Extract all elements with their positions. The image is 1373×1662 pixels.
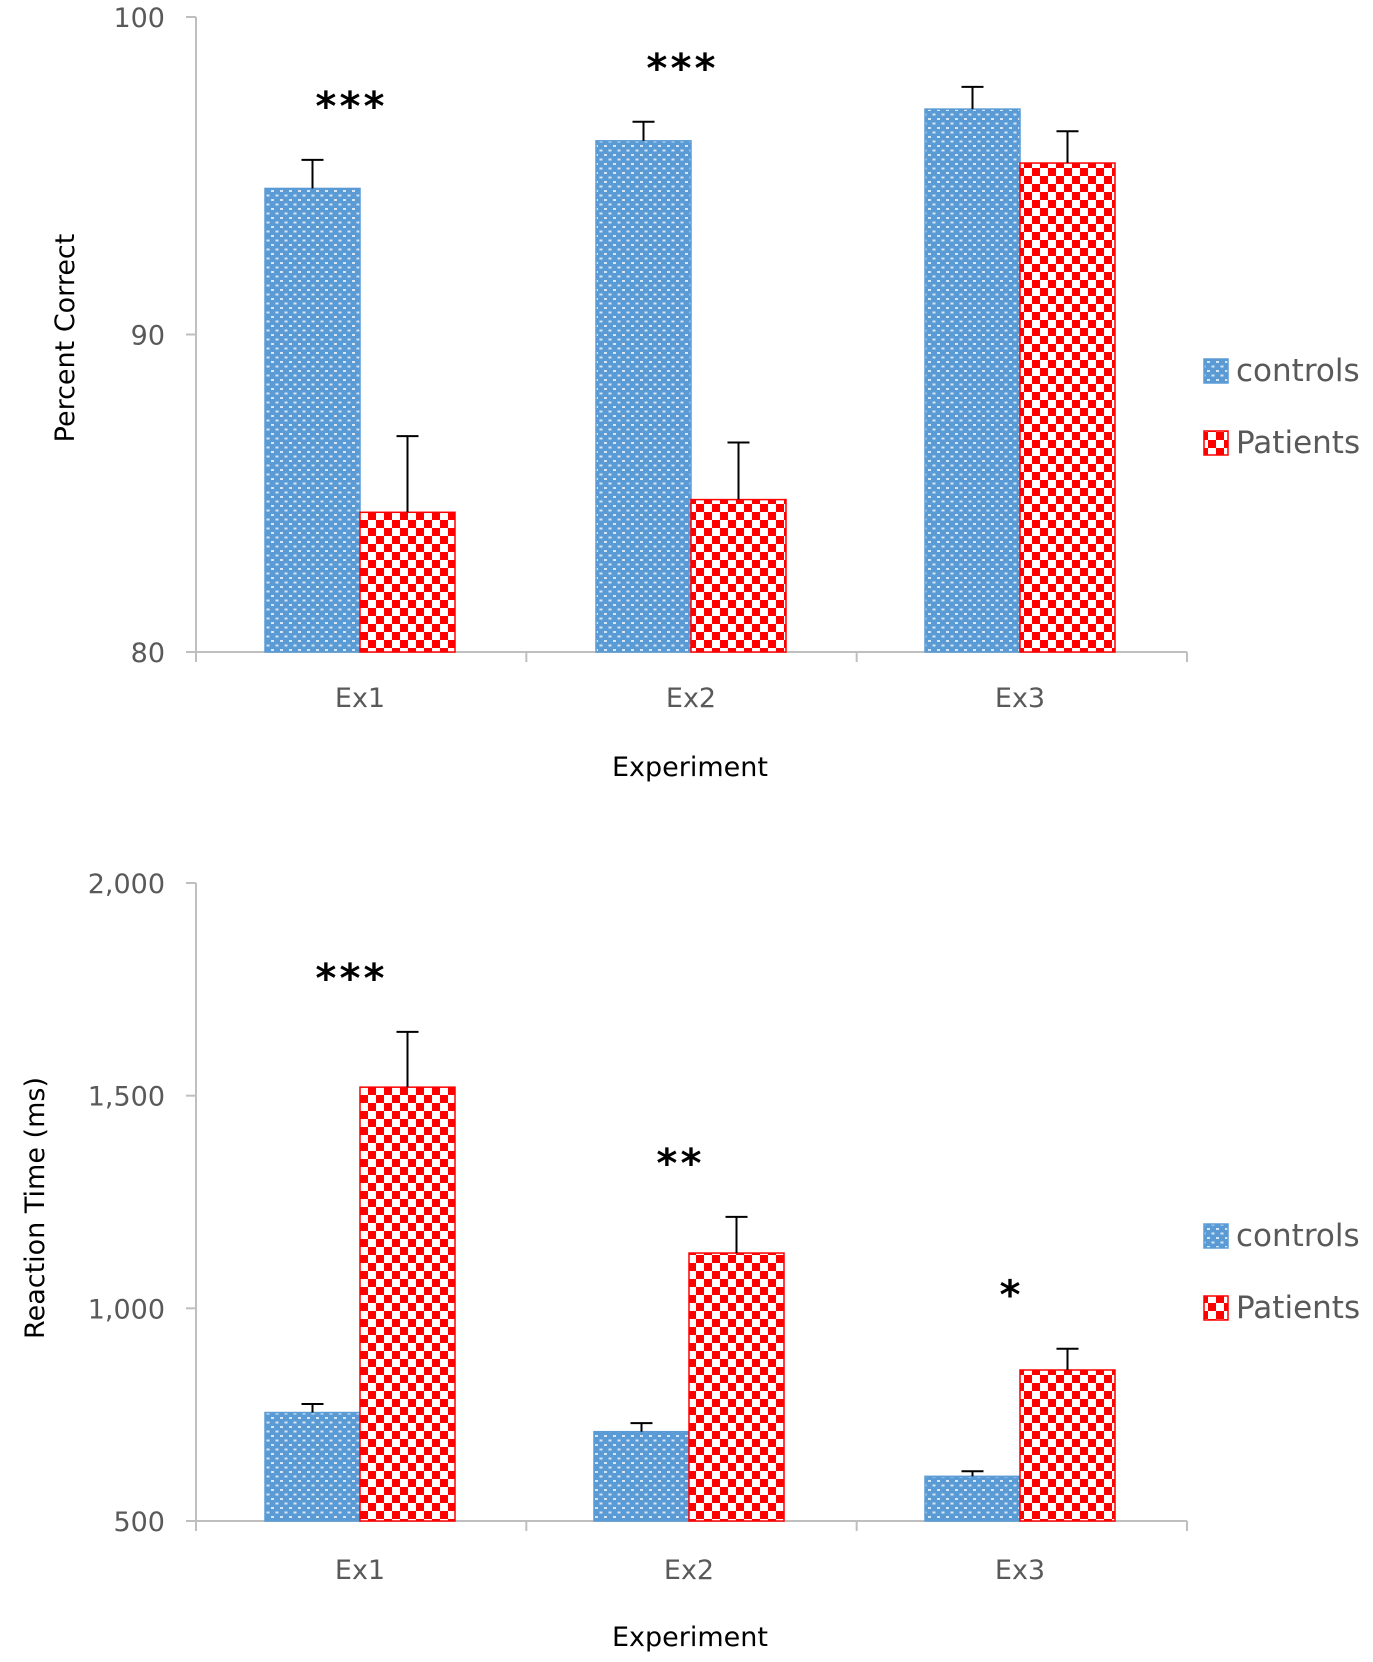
- x-tick-label: Ex1: [335, 1555, 385, 1586]
- legend-label-controls: controls: [1236, 353, 1360, 389]
- x-axis-title: Experiment: [612, 1622, 768, 1653]
- y-axis-title: Reaction Time (ms): [20, 1077, 51, 1339]
- y-axis-title: Percent Correct: [50, 234, 81, 443]
- bar-controls-ex1: [264, 187, 361, 653]
- x-tick-label: Ex2: [666, 683, 716, 714]
- legend-label-patients: Patients: [1236, 425, 1360, 461]
- x-tick-label: Ex2: [664, 1555, 714, 1586]
- significance-marker: *: [998, 1273, 1022, 1319]
- bar-controls-ex3: [924, 1475, 1021, 1522]
- bar-controls-ex3: [924, 108, 1021, 653]
- significance-marker: ***: [314, 84, 386, 130]
- bar-controls-ex2: [593, 1430, 690, 1522]
- bar-patients-ex2: [688, 1252, 785, 1522]
- significance-marker: ***: [645, 46, 717, 92]
- percent-correct-chart: Experiment Percent Correct controls Pati…: [50, 3, 1360, 783]
- reaction-time-chart: Experiment Reaction Time (ms) controls P…: [20, 869, 1360, 1653]
- significance-marker: ***: [314, 956, 386, 1002]
- x-tick-label: Ex1: [335, 683, 385, 714]
- bar-patients-ex3: [1019, 1369, 1116, 1522]
- x-tick-label: Ex3: [995, 683, 1045, 714]
- legend-swatch-controls: [1203, 358, 1229, 384]
- x-tick-label: Ex3: [995, 1555, 1045, 1586]
- bar-controls-ex1: [264, 1411, 361, 1522]
- bar-patients-ex3: [1019, 162, 1116, 653]
- legend-swatch-patients: [1203, 1295, 1229, 1321]
- bar-controls-ex2: [595, 140, 692, 653]
- legend-label-controls: controls: [1236, 1218, 1360, 1254]
- y-tick-label: 2,000: [88, 869, 165, 900]
- legend-label-patients: Patients: [1236, 1290, 1360, 1326]
- bar-patients-ex1: [359, 511, 456, 653]
- y-tick-label: 1,000: [88, 1294, 165, 1325]
- x-axis-title: Experiment: [612, 752, 768, 783]
- y-tick-label: 90: [131, 321, 165, 352]
- legend-swatch-controls: [1203, 1223, 1229, 1249]
- y-tick-label: 100: [113, 3, 165, 34]
- bar-patients-ex2: [690, 498, 787, 653]
- bar-patients-ex1: [359, 1086, 456, 1522]
- y-tick-label: 1,500: [88, 1082, 165, 1113]
- y-tick-label: 500: [113, 1507, 165, 1538]
- legend-swatch-patients: [1203, 430, 1229, 456]
- y-tick-label: 80: [131, 638, 165, 669]
- significance-marker: **: [655, 1141, 703, 1187]
